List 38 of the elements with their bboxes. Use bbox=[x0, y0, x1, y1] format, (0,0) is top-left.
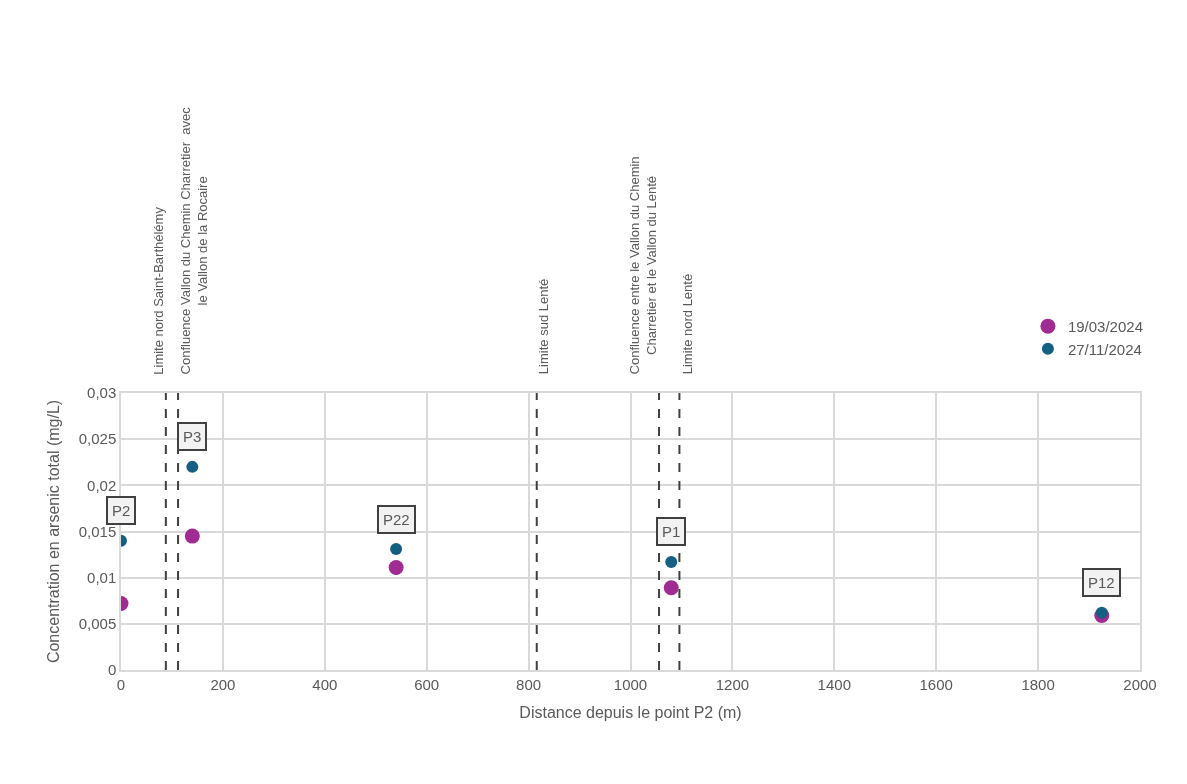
x-tick-label: 1200 bbox=[715, 675, 750, 693]
y-tick-label: 0,005 bbox=[78, 615, 117, 633]
annotation: P2 bbox=[112, 502, 131, 519]
ref-line-label: Limite nord Lenté bbox=[679, 273, 695, 375]
y-tick-label: 0,03 bbox=[87, 384, 117, 402]
x-tick-label: 1000 bbox=[613, 675, 648, 693]
y-tick-label: 0,025 bbox=[78, 430, 117, 448]
legend-label: 27/11/2024 bbox=[1067, 340, 1142, 358]
point bbox=[390, 543, 403, 556]
x-tick-label: 200 bbox=[210, 675, 236, 693]
y-tick-label: 0,01 bbox=[87, 568, 117, 586]
point bbox=[388, 560, 404, 575]
y-tick-label: 0,015 bbox=[78, 522, 117, 540]
ref-line-label: Limite nord Saint-Barthélémy bbox=[150, 206, 166, 375]
point bbox=[184, 528, 200, 544]
x-tick-label: 400 bbox=[312, 675, 338, 693]
x-tick-label: 1400 bbox=[817, 675, 851, 693]
y-axis-title: Concentration en arsenic total (mg/L) bbox=[45, 399, 63, 664]
annotation: P22 bbox=[383, 511, 410, 528]
y-tick-label: 0,02 bbox=[87, 476, 117, 494]
ref-line-label: Limite sud Lenté bbox=[536, 278, 552, 375]
x-axis-title: Distance depuis le point P2 (m) bbox=[519, 703, 742, 721]
annotation: P3 bbox=[183, 428, 202, 445]
point bbox=[665, 555, 678, 568]
y-tick-label: 0 bbox=[107, 661, 117, 679]
ref-line-label: Confluence entre le Vallon du Chemin Charretier et le Vallon du Lenté bbox=[626, 156, 659, 375]
legend-label: 19/03/2024 bbox=[1067, 318, 1143, 335]
annotation: P1 bbox=[662, 523, 681, 540]
point bbox=[186, 460, 199, 473]
ref-line-label: Confluence Vallon du Chemin Charretier avec le Vallon de la Rocaire bbox=[177, 106, 210, 375]
x-tick-label: 2000 bbox=[1123, 675, 1157, 693]
x-tick-label: 1600 bbox=[919, 675, 953, 693]
x-tick-label: 800 bbox=[516, 675, 542, 693]
point bbox=[663, 580, 679, 596]
x-tick-label: 1800 bbox=[1021, 675, 1055, 693]
point bbox=[1095, 606, 1108, 619]
x-tick-label: 600 bbox=[414, 675, 440, 693]
annotation: P12 bbox=[1088, 574, 1115, 591]
